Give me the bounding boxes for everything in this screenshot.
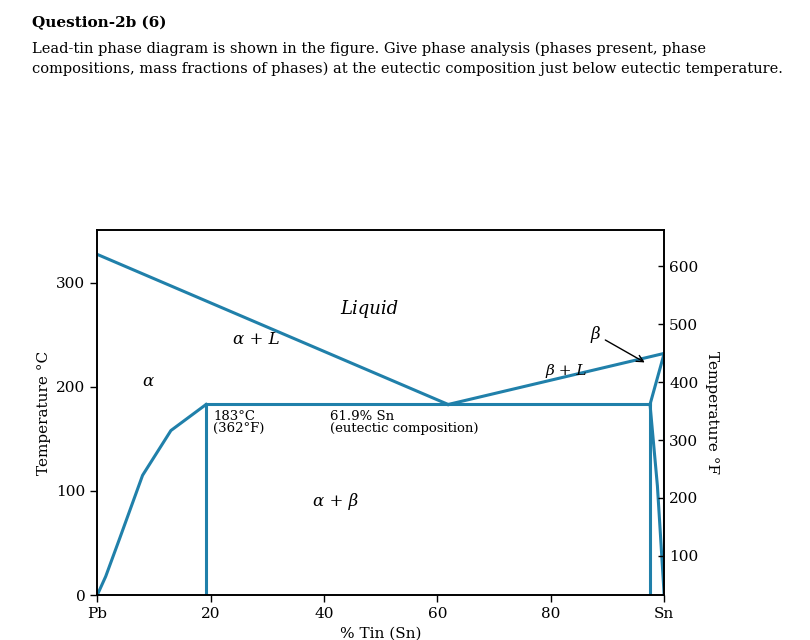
Y-axis label: Temperature °C: Temperature °C [36, 351, 50, 475]
Text: (362°F): (362°F) [213, 422, 265, 435]
Text: 61.9% Sn: 61.9% Sn [330, 410, 394, 422]
Text: 183°C: 183°C [213, 410, 255, 422]
Text: α + L: α + L [232, 332, 279, 348]
Text: α + β: α + β [313, 493, 358, 510]
Text: β: β [590, 326, 643, 362]
Text: (eutectic composition): (eutectic composition) [330, 422, 478, 435]
Text: Question-2b (6): Question-2b (6) [32, 16, 167, 30]
Y-axis label: Temperature °F: Temperature °F [706, 351, 719, 474]
X-axis label: % Tin (Sn): % Tin (Sn) [340, 627, 421, 640]
Text: α: α [143, 373, 154, 390]
Text: Liquid: Liquid [340, 300, 399, 317]
Text: β + L: β + L [545, 364, 586, 378]
Text: Lead-tin phase diagram is shown in the figure. Give phase analysis (phases prese: Lead-tin phase diagram is shown in the f… [32, 42, 783, 76]
